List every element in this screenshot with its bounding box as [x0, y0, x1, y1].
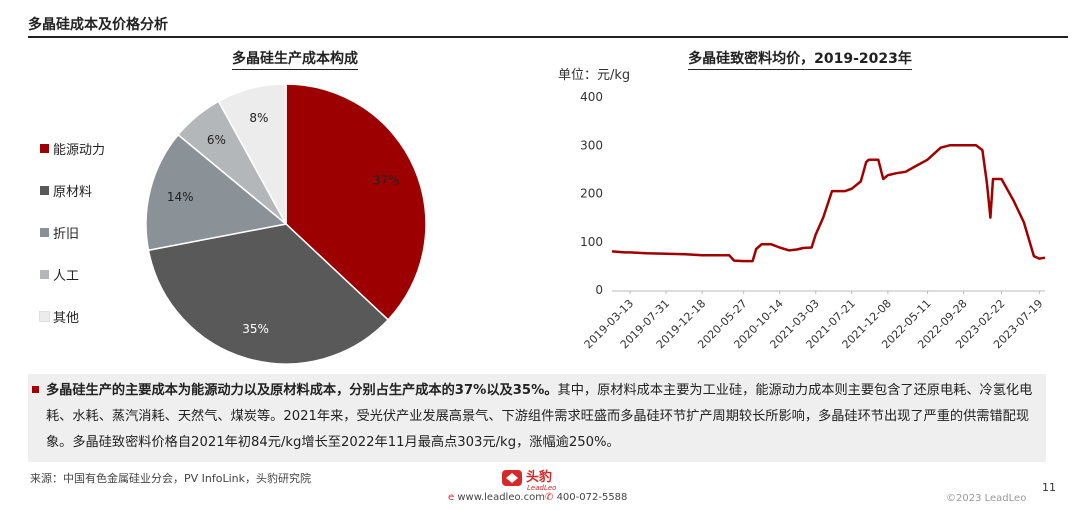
- pie-slice-label: 6%: [207, 133, 226, 147]
- y-tick-label: 0: [595, 283, 603, 297]
- y-tick-label: 400: [580, 90, 603, 104]
- pie-slice-label: 8%: [249, 111, 268, 125]
- pie-chart-title: 多晶硅生产成本构成: [150, 48, 440, 70]
- page-title: 多晶硅成本及价格分析: [28, 17, 168, 33]
- pie-slice-label: 35%: [242, 322, 269, 336]
- website-link[interactable]: e www.leadleo.com: [448, 492, 545, 503]
- leadleo-logo: 头豹 LeadLeo: [500, 466, 580, 496]
- legend-label: 原材料: [53, 185, 93, 200]
- pie-slice: [217, 83, 287, 225]
- bullet-icon: [32, 386, 39, 393]
- pie-chart: 37% 35% 14% 6% 8%: [145, 83, 427, 365]
- logo-subtext: LeadLeo: [527, 484, 556, 492]
- pie-slice-label: 14%: [167, 190, 194, 204]
- legend-swatch: [40, 228, 49, 237]
- summary-body-text: 其中，原材料成本主要为工业硅，能源动力成本则主要包含了还原电耗、冷氢化电耗、水耗…: [46, 383, 1033, 450]
- pie-slice: [285, 83, 427, 321]
- pie-slice-label: 37%: [373, 174, 400, 188]
- legend-label: 折旧: [53, 227, 80, 242]
- legend-swatch: [40, 270, 49, 279]
- page-header: 多晶硅成本及价格分析: [28, 8, 1068, 38]
- pie-slice: [145, 133, 288, 252]
- summary-text: 多晶硅生产的主要成本为能源动力以及原材料成本，分别占生产成本的37%以及35%。…: [46, 378, 1038, 456]
- logo-text: 头豹: [526, 469, 552, 485]
- summary-box: 多晶硅生产的主要成本为能源动力以及原材料成本，分别占生产成本的37%以及35%。…: [28, 374, 1046, 462]
- phone-info: ✆ 400-072-5588: [545, 492, 627, 503]
- phone-text: 400-072-5588: [556, 492, 628, 503]
- legend-label: 其他: [53, 311, 80, 326]
- y-tick-label: 100: [580, 235, 603, 249]
- legend-swatch: [40, 144, 49, 153]
- legend-label: 人工: [53, 269, 80, 284]
- pie-slice: [147, 223, 390, 365]
- website-text[interactable]: www.leadleo.com: [457, 492, 545, 503]
- y-axis-unit-label: 单位：元/kg: [558, 68, 631, 83]
- pie-chart-title-text: 多晶硅生产成本构成: [232, 51, 358, 70]
- price-series-line: [611, 144, 1046, 263]
- legend-swatch: [40, 186, 49, 195]
- legend-label: 能源动力: [53, 143, 106, 158]
- page-number: 11: [1042, 481, 1056, 494]
- copyright: ©2023 LeadLeo: [946, 493, 1027, 504]
- y-tick-label: 300: [580, 138, 603, 152]
- line-chart-title-text: 多晶硅致密料均价，2019-2023年: [688, 51, 912, 70]
- summary-bold-text: 多晶硅生产的主要成本为能源动力以及原材料成本，分别占生产成本的37%以及35%。: [46, 383, 558, 398]
- y-tick-label: 200: [580, 187, 603, 201]
- line-chart: 01002003004002019-03-132019-07-312019-12…: [580, 90, 1046, 351]
- line-chart-title: 多晶硅致密料均价，2019-2023年: [600, 48, 1000, 70]
- source-note: 来源：中国有色金属硅业分会，PV InfoLink，头豹研究院: [30, 472, 311, 485]
- phone-icon: ✆: [545, 492, 557, 503]
- legend-swatch: [39, 311, 50, 322]
- web-icon: e: [448, 492, 458, 503]
